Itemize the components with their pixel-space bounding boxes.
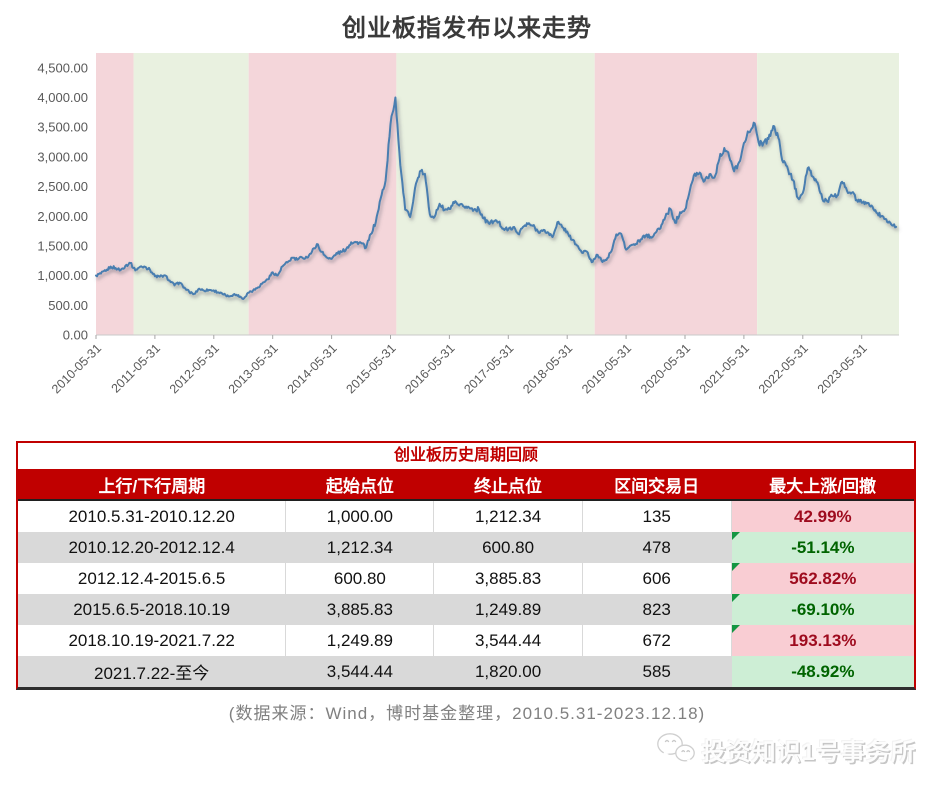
cell-end: 600.80 bbox=[433, 532, 583, 563]
y-tick-label: 0.00 bbox=[63, 328, 88, 343]
column-header: 区间交易日 bbox=[582, 469, 732, 501]
table-row: 2015.6.5-2018.10.19 3,885.83 1,249.89 823 -6… bbox=[18, 594, 914, 625]
cycle-review-table: 创业板历史周期回顾 上行/下行周期 起始点位 终止点位 区间交易日 最大上涨/回撤 20… bbox=[16, 441, 916, 690]
x-tick-label: 2013-05-31 bbox=[226, 341, 281, 396]
cell-max-change: -51.14% bbox=[731, 532, 914, 563]
column-header: 终止点位 bbox=[433, 469, 583, 501]
table-body: 2010.5.31-2010.12.20 1,000.00 1,212.34 135 4… bbox=[18, 500, 914, 687]
cell-start: 1,212.34 bbox=[285, 532, 435, 563]
table-row: 2021.7.22-至今 3,544.44 1,820.00 585 -48.92% bbox=[18, 656, 914, 687]
chart-title: 创业板指发布以来走势 bbox=[342, 15, 592, 42]
cell-max-change: 562.82% bbox=[731, 563, 914, 594]
x-tick-label: 2016-05-31 bbox=[402, 341, 457, 396]
cell-period: 2012.12.4-2015.6.5 bbox=[18, 563, 287, 594]
cell-end: 1,249.89 bbox=[433, 594, 583, 625]
cell-period: 2010.12.20-2012.12.4 bbox=[18, 532, 287, 563]
cell-start: 600.80 bbox=[285, 563, 435, 594]
cell-start: 3,885.83 bbox=[285, 594, 435, 625]
cell-corner-marker-icon bbox=[731, 532, 740, 540]
cell-start: 1,249.89 bbox=[285, 625, 435, 656]
cell-end: 3,885.83 bbox=[433, 563, 583, 594]
cycle-table: 上行/下行周期 起始点位 终止点位 区间交易日 最大上涨/回撤 2010.5.31-20… bbox=[18, 469, 914, 687]
cell-days: 672 bbox=[582, 625, 732, 656]
cell-period: 2018.10.19-2021.7.22 bbox=[18, 625, 287, 656]
cell-corner-marker-icon bbox=[731, 594, 740, 602]
cell-max-change: 42.99% bbox=[731, 500, 914, 532]
cell-start: 1,000.00 bbox=[285, 500, 435, 532]
wechat-icon bbox=[656, 733, 695, 764]
x-tick-label: 2014-05-31 bbox=[285, 341, 340, 396]
table-row: 2010.5.31-2010.12.20 1,000.00 1,212.34 135 4… bbox=[18, 500, 914, 532]
cell-end: 1,212.34 bbox=[433, 500, 583, 532]
cell-days: 135 bbox=[582, 500, 732, 532]
cell-period: 2021.7.22-至今 bbox=[18, 656, 287, 687]
chart-canvas: 2010-05-31 2011-05-31 2012-05-31 2013-05-31… bbox=[37, 53, 899, 396]
x-tick-label: 2011-05-31 bbox=[109, 341, 163, 395]
index-trend-chart: 2010-05-31 2011-05-31 2012-05-31 2013-05-31… bbox=[0, 45, 934, 440]
cell-days: 823 bbox=[582, 594, 732, 625]
table-title: 创业板历史周期回顾 bbox=[18, 443, 914, 469]
table-header-row: 上行/下行周期 起始点位 终止点位 区间交易日 最大上涨/回撤 bbox=[18, 469, 914, 501]
down-cycle-band bbox=[757, 53, 899, 335]
cell-end: 3,544.44 bbox=[433, 625, 583, 656]
x-tick-label: 2019-05-31 bbox=[579, 341, 634, 396]
cell-corner-marker-icon bbox=[731, 625, 740, 633]
column-header: 最大上涨/回撤 bbox=[731, 469, 914, 501]
up-cycle-band bbox=[96, 53, 134, 335]
cell-days: 606 bbox=[582, 563, 732, 594]
x-tick-label: 2010-05-31 bbox=[49, 341, 104, 396]
cell-days: 585 bbox=[582, 656, 732, 687]
data-source-note: (数据来源：Wind，博时基金整理，2010.5.31-2023.12.18) bbox=[228, 704, 706, 723]
cell-corner-marker-icon bbox=[731, 563, 740, 571]
cell-period: 2010.5.31-2010.12.20 bbox=[18, 500, 287, 532]
y-tick-label: 2,000.00 bbox=[37, 209, 88, 224]
up-cycle-band bbox=[594, 53, 758, 335]
y-tick-label: 3,000.00 bbox=[37, 149, 88, 164]
x-tick-label: 2015-05-31 bbox=[343, 341, 398, 396]
cell-max-change: -48.92% bbox=[731, 656, 914, 687]
y-tick-label: 4,500.00 bbox=[37, 60, 88, 75]
x-tick-label: 2020-05-31 bbox=[638, 341, 693, 396]
x-tick-label: 2021-05-31 bbox=[697, 341, 752, 396]
column-header: 上行/下行周期 bbox=[18, 469, 286, 501]
cell-end: 1,820.00 bbox=[433, 656, 583, 687]
y-tick-label: 500.00 bbox=[48, 298, 88, 313]
x-tick-label: 2017-05-31 bbox=[461, 341, 516, 396]
watermark: 投资知识1号事务所 bbox=[656, 731, 916, 767]
table-row: 2018.10.19-2021.7.22 1,249.89 3,544.44 672 1… bbox=[18, 625, 914, 656]
cell-max-change: -69.10% bbox=[731, 594, 914, 625]
x-tick-label: 2012-05-31 bbox=[167, 341, 222, 396]
down-cycle-band bbox=[396, 53, 595, 335]
watermark-text: 投资知识1号事务所 bbox=[701, 738, 916, 766]
y-tick-label: 2,500.00 bbox=[37, 179, 88, 194]
y-tick-label: 3,500.00 bbox=[37, 120, 88, 135]
cell-period: 2015.6.5-2018.10.19 bbox=[18, 594, 287, 625]
x-tick-label: 2018-05-31 bbox=[520, 341, 575, 396]
y-tick-label: 1,000.00 bbox=[37, 268, 88, 283]
x-tick-label: 2023-05-31 bbox=[815, 341, 870, 396]
table-row: 2010.12.20-2012.12.4 1,212.34 600.80 478 -51… bbox=[18, 532, 914, 563]
cell-max-change: 193.13% bbox=[731, 625, 914, 656]
x-tick-label: 2022-05-31 bbox=[756, 341, 811, 396]
table-row: 2012.12.4-2015.6.5 600.80 3,885.83 606 562.8… bbox=[18, 563, 914, 594]
y-tick-label: 1,500.00 bbox=[37, 238, 88, 253]
up-cycle-band bbox=[248, 53, 397, 335]
column-header: 起始点位 bbox=[285, 469, 434, 501]
cell-days: 478 bbox=[582, 532, 732, 563]
down-cycle-band bbox=[133, 53, 249, 335]
y-tick-label: 4,000.00 bbox=[37, 90, 88, 105]
index-line bbox=[95, 96, 898, 300]
cell-start: 3,544.44 bbox=[285, 656, 435, 687]
